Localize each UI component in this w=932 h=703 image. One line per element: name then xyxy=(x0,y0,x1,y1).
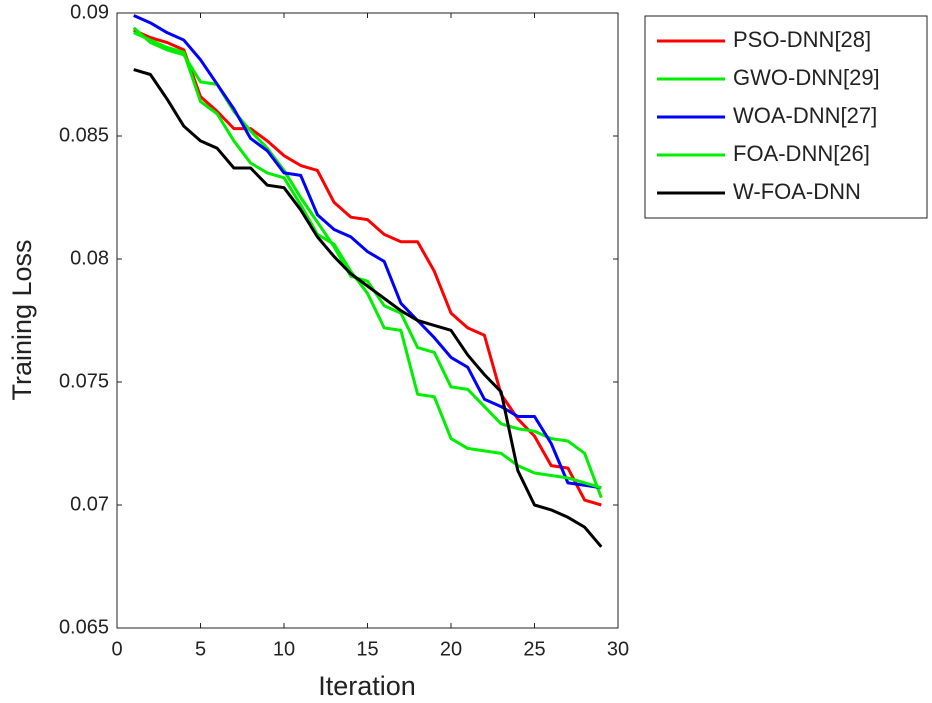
series-line xyxy=(133,31,602,490)
y-tick-label: 0.09 xyxy=(70,1,109,23)
legend-label: GWO-DNN[29] xyxy=(733,65,880,90)
y-tick-label: 0.085 xyxy=(59,124,109,146)
series-line xyxy=(133,28,602,507)
legend-label: WOA-DNN[27] xyxy=(733,103,877,128)
y-tick-label: 0.065 xyxy=(59,616,109,638)
series-line xyxy=(133,68,603,548)
x-tick-label: 30 xyxy=(607,638,629,660)
x-axis-label: Iteration xyxy=(318,671,416,701)
series-line xyxy=(132,26,603,499)
y-axis-label: Training Loss xyxy=(7,239,37,400)
legend-label: PSO-DNN[28] xyxy=(733,27,871,52)
legend-label: W-FOA-DNN xyxy=(733,179,861,204)
y-tick-label: 0.08 xyxy=(70,247,109,269)
series-line xyxy=(133,14,602,490)
x-tick-label: 0 xyxy=(111,638,122,660)
legend-label: FOA-DNN[26] xyxy=(733,141,870,166)
plot-frame xyxy=(116,12,619,629)
x-tick-label: 5 xyxy=(195,638,206,660)
x-tick-label: 25 xyxy=(523,638,545,660)
y-tick-label: 0.07 xyxy=(70,493,109,515)
x-tick-label: 20 xyxy=(440,638,462,660)
x-tick-label: 15 xyxy=(356,638,378,660)
x-tick-label: 10 xyxy=(273,638,295,660)
y-tick-label: 0.075 xyxy=(59,370,109,392)
